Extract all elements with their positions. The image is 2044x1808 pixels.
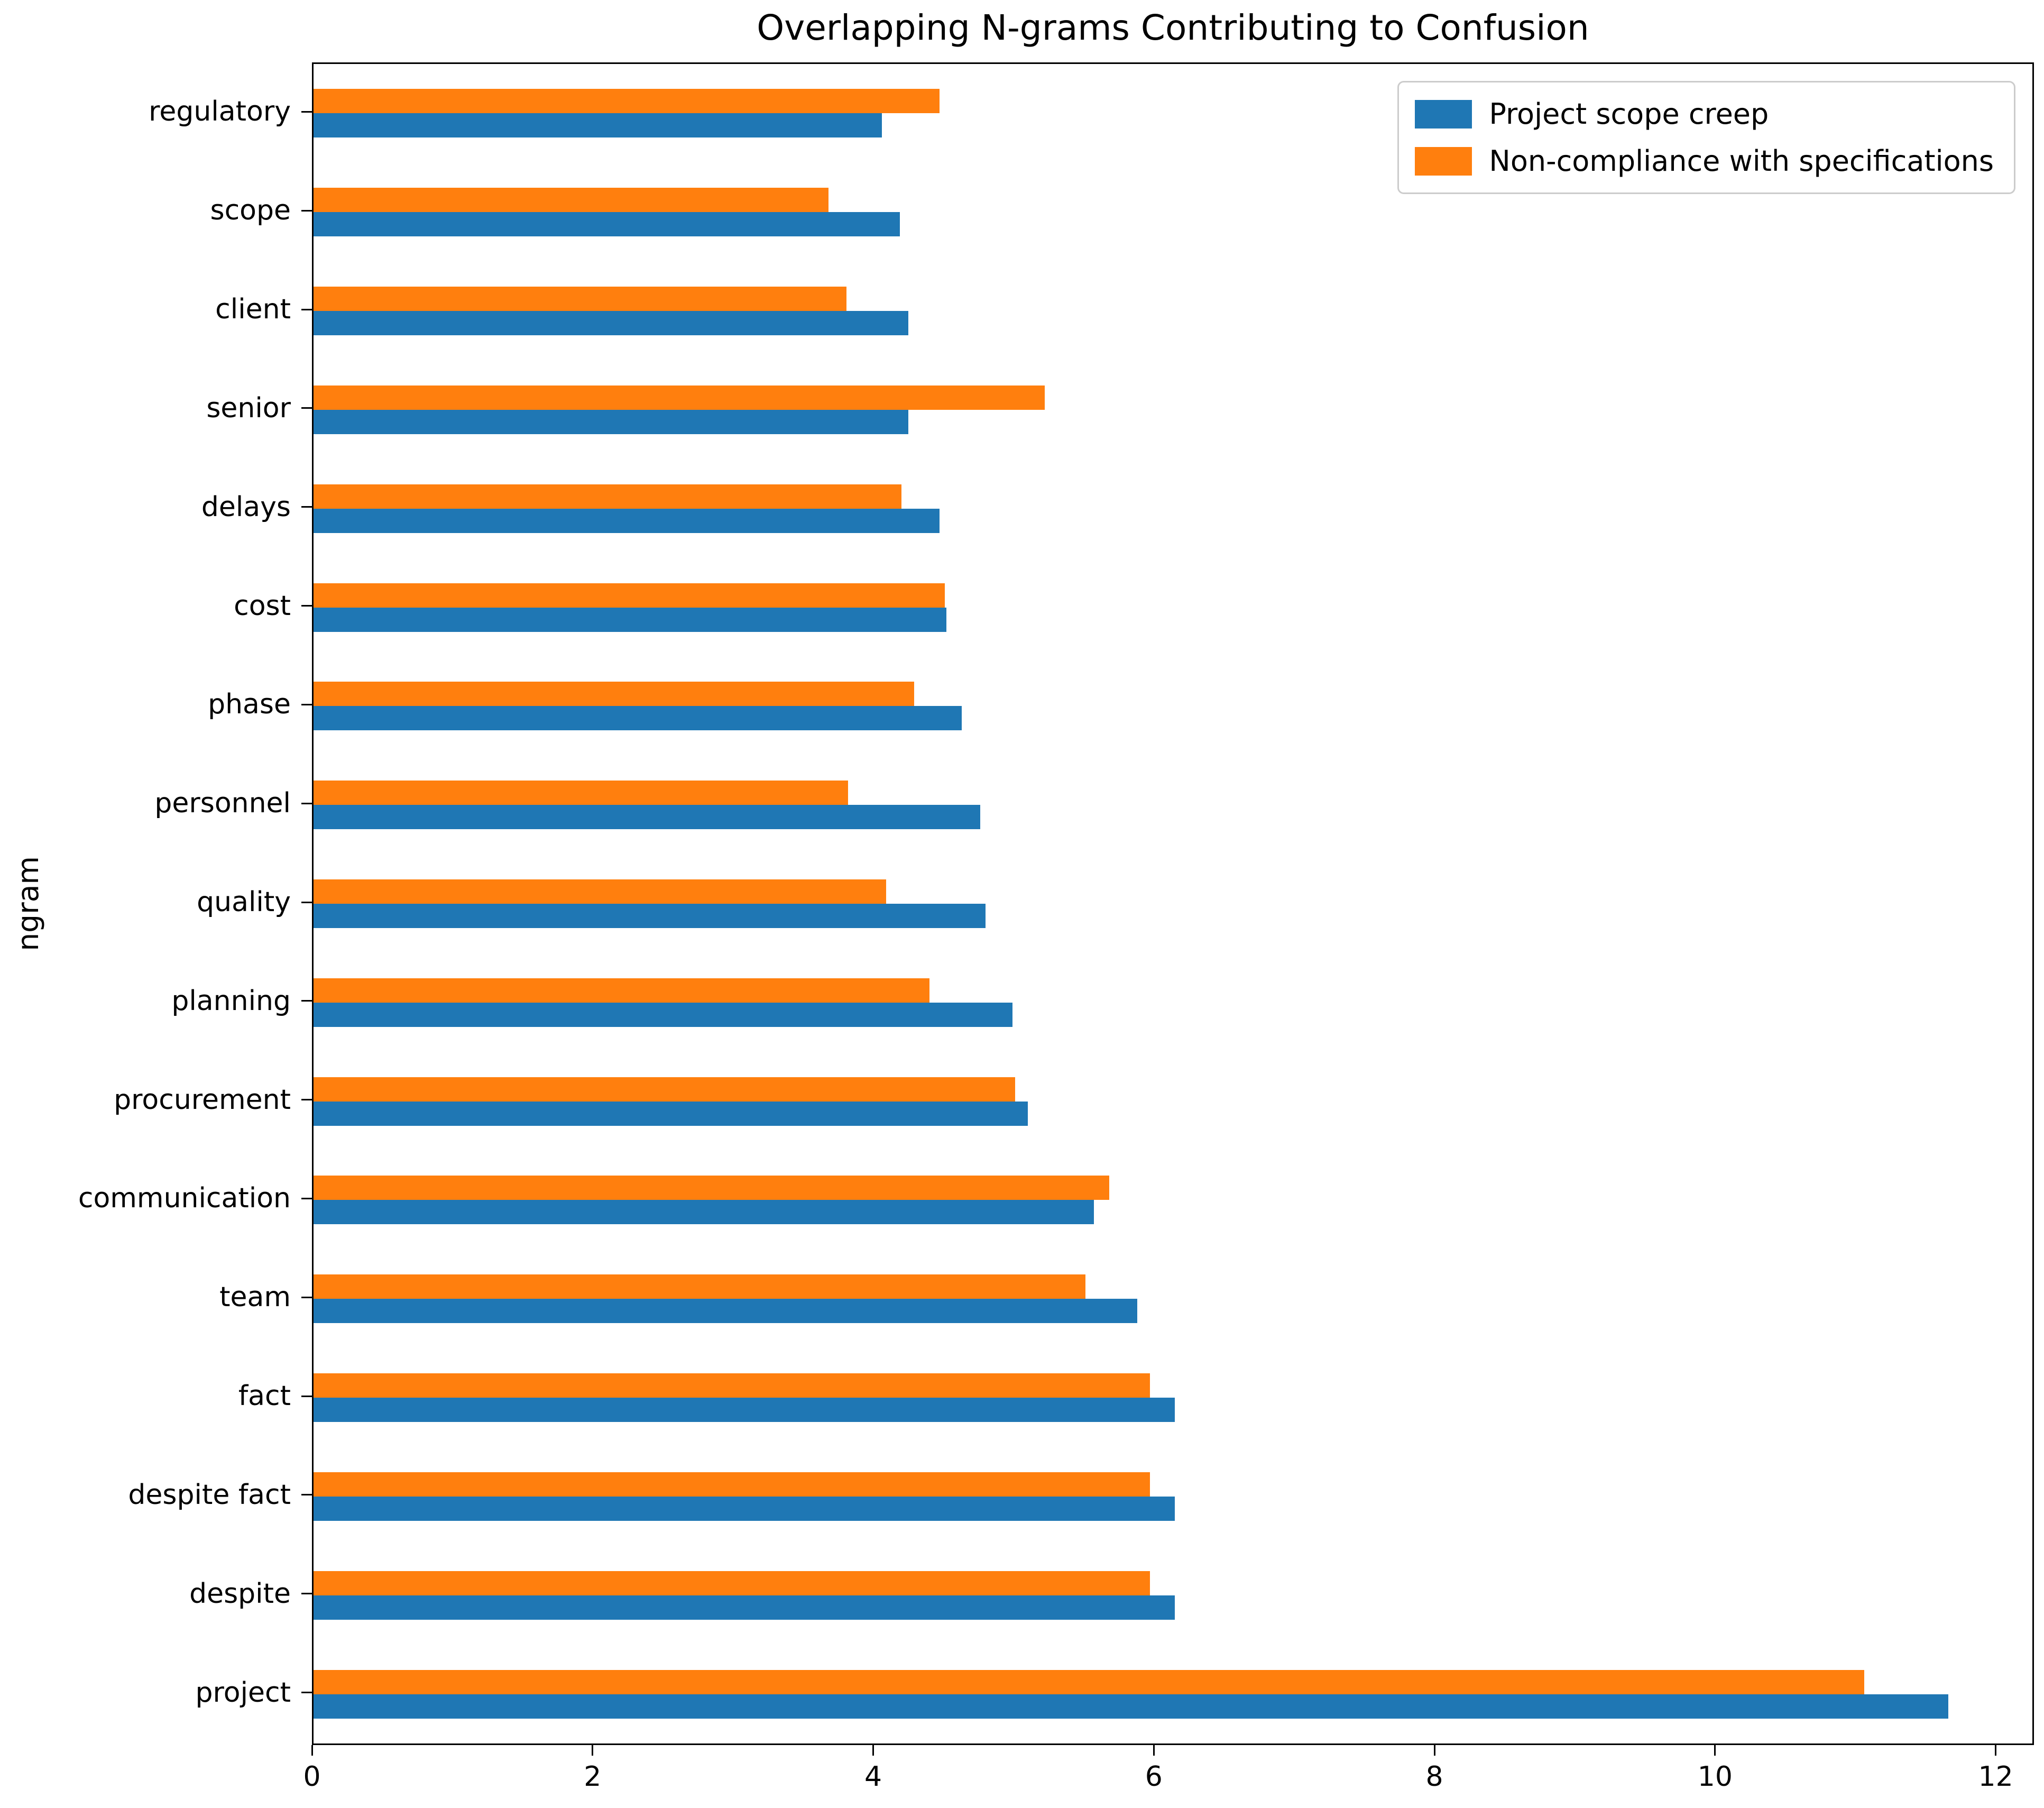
x-tick-label-8: 8 — [1425, 1761, 1443, 1793]
x-tick-label-4: 4 — [864, 1761, 882, 1793]
bar-project-scope-creep-senior — [314, 409, 909, 434]
bar-project-scope-creep-phase — [314, 706, 962, 731]
bar-project-scope-creep-procurement — [314, 1101, 1028, 1126]
x-tick-mark — [592, 1745, 594, 1756]
y-tick-mark — [301, 1197, 312, 1199]
y-tick-label-scope: scope — [210, 195, 291, 227]
x-tick-label-2: 2 — [584, 1761, 602, 1793]
bar-project-scope-creep-quality — [314, 904, 986, 928]
bar-non-compliance-with-specifications-despite — [314, 1571, 1150, 1595]
y-tick-label-delays: delays — [201, 491, 291, 523]
y-tick-mark — [301, 308, 312, 310]
y-tick-mark — [301, 209, 312, 212]
bar-non-compliance-with-specifications-despite-fact — [314, 1472, 1150, 1497]
y-tick-label-regulatory: regulatory — [149, 96, 291, 128]
bar-project-scope-creep-client — [314, 311, 909, 336]
bar-project-scope-creep-regulatory — [314, 113, 882, 138]
y-tick-mark — [301, 111, 312, 113]
legend-swatch-blue — [1415, 99, 1472, 129]
y-tick-label-cost: cost — [234, 590, 291, 622]
y-tick-mark — [301, 1296, 312, 1298]
y-tick-label-personnel: personnel — [154, 787, 291, 820]
legend-label: Project scope creep — [1489, 97, 1769, 131]
x-tick-mark — [1153, 1745, 1155, 1756]
y-tick-label-team: team — [219, 1281, 291, 1314]
y-tick-mark — [301, 1395, 312, 1397]
y-tick-mark — [301, 802, 312, 804]
y-tick-mark — [301, 703, 312, 705]
legend-label: Non-compliance with specifications — [1489, 144, 1994, 178]
bar-project-scope-creep-scope — [314, 212, 900, 237]
bar-non-compliance-with-specifications-procurement — [314, 1077, 1015, 1102]
x-tick-label-10: 10 — [1697, 1761, 1733, 1793]
bar-project-scope-creep-planning — [314, 1002, 1012, 1027]
x-tick-label-0: 0 — [303, 1761, 321, 1793]
x-tick-label-12: 12 — [1978, 1761, 2013, 1793]
y-tick-mark — [301, 605, 312, 607]
bar-project-scope-creep-cost — [314, 607, 946, 632]
bar-non-compliance-with-specifications-communication — [314, 1176, 1109, 1200]
y-tick-label-client: client — [215, 293, 291, 326]
y-tick-label-despite-fact: despite fact — [128, 1479, 291, 1511]
legend: Project scope creep Non-compliance with … — [1397, 81, 2015, 194]
y-tick-mark — [301, 1099, 312, 1101]
plot-area: Project scope creep Non-compliance with … — [312, 62, 2034, 1745]
legend-entry-non-compliance: Non-compliance with specifications — [1415, 144, 1994, 178]
x-tick-label-6: 6 — [1145, 1761, 1163, 1793]
y-tick-label-fact: fact — [238, 1380, 291, 1412]
bar-project-scope-creep-team — [314, 1299, 1137, 1324]
bar-non-compliance-with-specifications-personnel — [314, 781, 849, 805]
bar-project-scope-creep-personnel — [314, 805, 980, 830]
y-tick-label-procurement: procurement — [114, 1084, 291, 1116]
bar-project-scope-creep-communication — [314, 1200, 1094, 1225]
bar-non-compliance-with-specifications-project — [314, 1669, 1864, 1694]
bar-non-compliance-with-specifications-cost — [314, 583, 945, 608]
bar-project-scope-creep-project — [314, 1694, 1948, 1719]
y-tick-mark — [301, 901, 312, 903]
bar-non-compliance-with-specifications-delays — [314, 484, 901, 509]
bar-non-compliance-with-specifications-planning — [314, 978, 930, 1003]
bar-non-compliance-with-specifications-regulatory — [314, 89, 940, 114]
bar-non-compliance-with-specifications-fact — [314, 1373, 1150, 1398]
y-tick-label-communication: communication — [78, 1182, 291, 1215]
y-tick-label-quality: quality — [197, 886, 291, 918]
x-tick-mark — [311, 1745, 313, 1756]
bar-non-compliance-with-specifications-senior — [314, 385, 1045, 410]
bar-project-scope-creep-fact — [314, 1398, 1175, 1422]
y-tick-mark — [301, 506, 312, 508]
x-tick-mark — [872, 1745, 874, 1756]
y-tick-label-despite: despite — [189, 1577, 291, 1610]
y-tick-mark — [301, 1000, 312, 1002]
y-tick-mark — [301, 1692, 312, 1694]
y-tick-mark — [301, 1494, 312, 1496]
bar-non-compliance-with-specifications-scope — [314, 188, 828, 213]
chart-title: Overlapping N-grams Contributing to Conf… — [757, 7, 1589, 48]
bar-non-compliance-with-specifications-client — [314, 287, 847, 311]
x-tick-mark — [1433, 1745, 1435, 1756]
bar-project-scope-creep-despite — [314, 1595, 1175, 1620]
y-tick-label-phase: phase — [208, 689, 291, 721]
y-tick-mark — [301, 1593, 312, 1595]
x-tick-mark — [1995, 1745, 1997, 1756]
bar-non-compliance-with-specifications-team — [314, 1274, 1085, 1299]
bar-project-scope-creep-delays — [314, 508, 940, 533]
x-tick-mark — [1714, 1745, 1716, 1756]
y-tick-label-project: project — [195, 1676, 291, 1709]
y-tick-label-senior: senior — [206, 392, 291, 424]
legend-swatch-orange — [1415, 146, 1472, 176]
legend-entry-project-scope-creep: Project scope creep — [1415, 97, 1994, 131]
bar-non-compliance-with-specifications-quality — [314, 879, 886, 904]
y-tick-mark — [301, 407, 312, 409]
bar-project-scope-creep-despite-fact — [314, 1496, 1175, 1521]
bar-non-compliance-with-specifications-phase — [314, 682, 914, 706]
y-tick-label-planning: planning — [171, 985, 291, 1017]
